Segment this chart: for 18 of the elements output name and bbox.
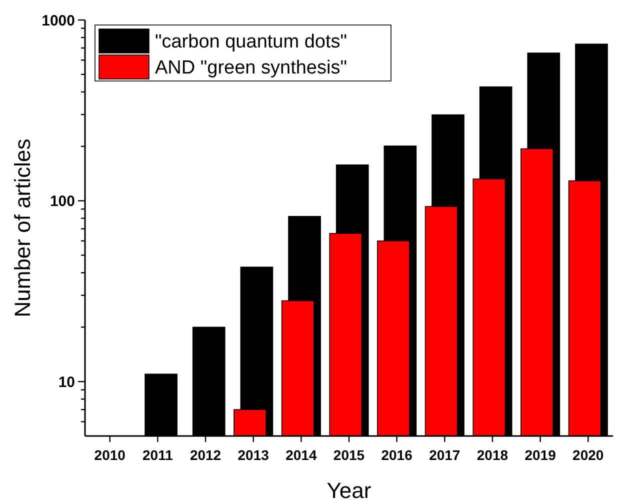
- x-tick-label: 2012: [190, 447, 222, 463]
- x-tick-label: 2019: [524, 447, 556, 463]
- legend-label: "carbon quantum dots": [155, 32, 347, 53]
- x-tick-label: 2010: [94, 447, 126, 463]
- x-tick-label: 2011: [142, 447, 174, 463]
- legend-label: AND "green synthesis": [155, 58, 347, 79]
- x-tick-label: 2018: [476, 447, 508, 463]
- y-tick-label: 100: [50, 193, 75, 210]
- x-tick-label: 2017: [429, 447, 460, 463]
- y-axis-title: Number of articles: [10, 138, 35, 318]
- x-tick-label: 2016: [381, 447, 413, 463]
- x-tick-label: 2014: [286, 447, 317, 463]
- y-tick-label: 1000: [42, 12, 75, 30]
- x-axis-title: Year: [326, 478, 372, 503]
- x-tick-label: 2013: [238, 447, 270, 463]
- y-tick-label: 10: [58, 374, 75, 391]
- x-tick-label: 2015: [333, 447, 365, 463]
- x-tick-label: 2020: [572, 447, 604, 463]
